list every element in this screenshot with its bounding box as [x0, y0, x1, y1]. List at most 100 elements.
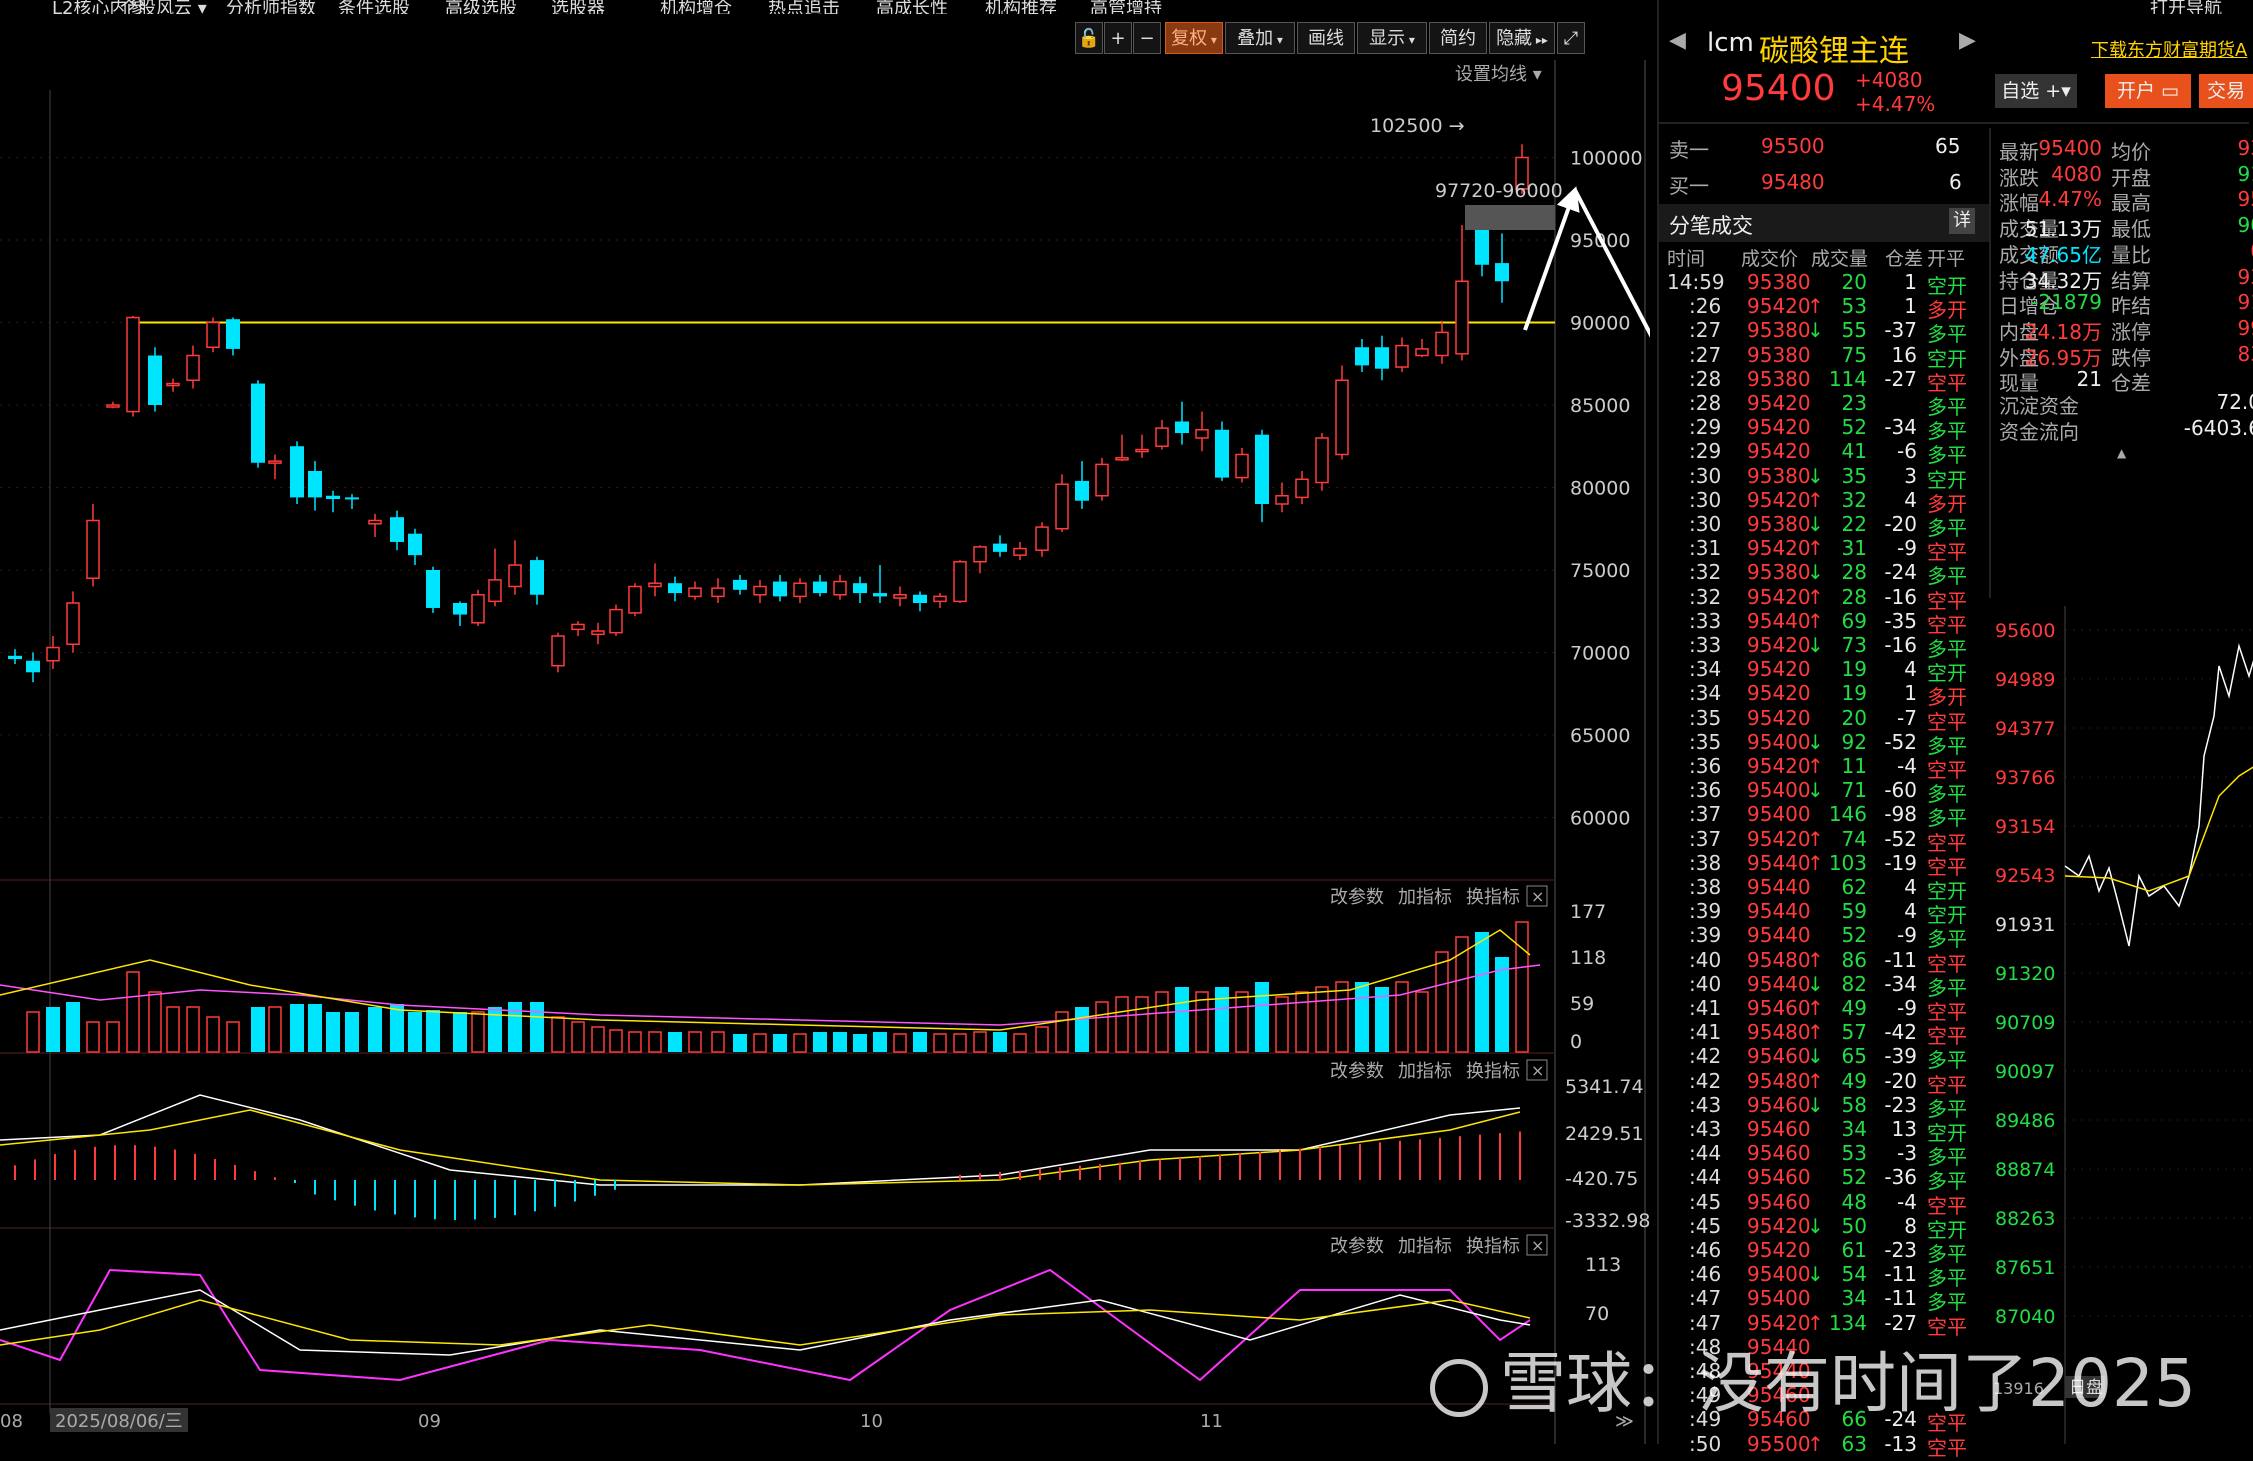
- candle-body: [268, 460, 282, 464]
- volume-bar: [1435, 951, 1449, 1053]
- stat-label: 外盘: [1999, 345, 2039, 370]
- tick-row: :29 95420 52 -34 多平: [1689, 415, 1967, 444]
- hide-button[interactable]: 隐藏 ▸▸: [1489, 22, 1555, 54]
- tick-header: 成交量: [1811, 248, 1869, 270]
- set-ma-button[interactable]: 设置均线 ▾: [1455, 64, 1542, 85]
- candle-body: [488, 579, 502, 603]
- divider: [1659, 122, 2249, 124]
- sell1-volume: 65: [1935, 134, 1961, 158]
- prev-symbol-icon[interactable]: ◀: [1669, 28, 1686, 53]
- tick-header: 仓差: [1885, 248, 1924, 270]
- top-menu-item[interactable]: 机构推荐: [985, 0, 1057, 14]
- top-menu-item[interactable]: 机构增仓: [660, 0, 732, 14]
- fullscreen-icon[interactable]: ⤢: [1557, 22, 1585, 54]
- top-menu-item[interactable]: 分析师指数: [226, 0, 316, 14]
- close-panel-icon[interactable]: [1526, 1234, 1548, 1256]
- watchlist-button[interactable]: 自选 +▾: [1995, 74, 2077, 108]
- candle-body: [753, 585, 767, 596]
- candle-body: [1415, 348, 1429, 357]
- close-panel-icon[interactable]: [1526, 1059, 1548, 1081]
- candle-body: [1435, 331, 1449, 357]
- panel-action-2[interactable]: 加指标: [1398, 1236, 1452, 1257]
- volume-bar: [933, 1033, 947, 1053]
- stat-value: 95: [2237, 187, 2253, 212]
- candle-body: [833, 580, 847, 596]
- volume-bar: [390, 1004, 404, 1052]
- intraday-axis-tick: 88263: [1995, 1208, 2055, 1230]
- top-menu-item[interactable]: 打开导航: [2150, 0, 2222, 14]
- volume-bar: [508, 1002, 522, 1052]
- volume-bar: [571, 1021, 585, 1053]
- volume-bar: [628, 1031, 642, 1053]
- volume-bar: [1355, 982, 1369, 1052]
- volume-bar: [1255, 982, 1269, 1052]
- zoom-out-button[interactable]: −: [1133, 22, 1161, 54]
- macd-axis-tick: -420.75: [1565, 1168, 1638, 1190]
- volume-bar: [1415, 991, 1429, 1053]
- intraday-chart[interactable]: 95600 94989 94377 93766 93154 92543 91931 91320…: [1989, 606, 2253, 1444]
- overlay-button[interactable]: 叠加 ▾: [1225, 22, 1295, 54]
- panel-action-3[interactable]: 换指标: [1466, 887, 1520, 908]
- candle-body: [1455, 280, 1469, 355]
- volume-bar: [471, 1011, 485, 1053]
- panel-action-2[interactable]: 加指标: [1398, 887, 1452, 908]
- tick-detail-button[interactable]: 详: [1949, 208, 1975, 234]
- fuquan-button[interactable]: 复权 ▾: [1165, 22, 1223, 54]
- top-menu-item[interactable]: L2核心内参: [52, 0, 146, 14]
- panel-action-1[interactable]: 改参数: [1330, 887, 1384, 908]
- simple-button[interactable]: 简约: [1429, 22, 1487, 54]
- open-account-button[interactable]: 开户 ▭: [2105, 74, 2191, 108]
- tick-row: :32 95420 ↑ 28 -16 空平: [1689, 584, 1967, 613]
- download-link[interactable]: 下载东方财富期货A: [2091, 40, 2248, 61]
- volume-bar: [873, 1032, 887, 1052]
- panel-action-1[interactable]: 改参数: [1330, 1236, 1384, 1257]
- collapse-handle-icon[interactable]: ▲: [2117, 446, 2127, 460]
- volume-bar: [1175, 987, 1189, 1052]
- candle-body: [290, 446, 304, 498]
- top-menu-item[interactable]: 热点追击: [768, 0, 840, 14]
- trade-button[interactable]: 交易: [2199, 74, 2253, 108]
- candle-body: [148, 355, 162, 405]
- volume-bar: [148, 991, 162, 1053]
- next-symbol-icon[interactable]: ▶: [1959, 28, 1976, 53]
- kline-chart[interactable]: 1000009500090000850008000075000700006500…: [0, 60, 1650, 1444]
- top-menu-item[interactable]: 高成长性: [876, 0, 948, 14]
- volume-bar: [1215, 987, 1229, 1052]
- panel-action-2[interactable]: 加指标: [1398, 1061, 1452, 1082]
- panel-action-3[interactable]: 换指标: [1466, 1236, 1520, 1257]
- volume-bar: [368, 1007, 382, 1052]
- volume-bar: [551, 1016, 565, 1053]
- volume-bar: [893, 1033, 907, 1053]
- volume-bar: [688, 1031, 702, 1053]
- tick-row: :33 95420 ↓ 73 -16 多平: [1689, 633, 1967, 661]
- volume-bar: [1013, 1033, 1027, 1053]
- display-button[interactable]: 显示 ▾: [1357, 22, 1427, 54]
- lock-icon[interactable]: 🔓: [1075, 22, 1103, 54]
- volume-axis-tick: 177: [1570, 901, 1606, 923]
- tick-row: :32 95380 ↓ 28 -24 多平: [1689, 560, 1967, 589]
- panel-action-1[interactable]: 改参数: [1330, 1061, 1384, 1082]
- top-menu-item[interactable]: 高级选股: [445, 0, 517, 14]
- top-menu-item[interactable]: 选股器: [551, 0, 605, 14]
- zoom-in-button[interactable]: +: [1104, 22, 1132, 54]
- tick-row: :47 95400 34 -11 多平: [1689, 1286, 1967, 1315]
- top-menu-item[interactable]: 条件选股: [338, 0, 410, 14]
- scroll-right-icon[interactable]: ≫: [1615, 1411, 1634, 1432]
- watermark-logo-icon: [1430, 1358, 1488, 1417]
- stat-label: 内盘: [1999, 319, 2039, 344]
- stat-label: 结算: [2111, 268, 2151, 293]
- tick-row: :44 95460 53 -3 多平: [1689, 1141, 1967, 1170]
- panel-action-3[interactable]: 换指标: [1466, 1061, 1520, 1082]
- top-menu-item[interactable]: 高管增持: [1090, 0, 1162, 14]
- stat-value: -21879: [2031, 290, 2102, 315]
- top-menu-item[interactable]: 个股风云 ▾: [120, 0, 207, 14]
- tick-row: :45 95460 48 -4 空平: [1689, 1189, 1967, 1218]
- kdj-axis-tick: 70: [1585, 1303, 1609, 1325]
- intraday-axis-tick: 90097: [1995, 1061, 2055, 1083]
- draw-line-button[interactable]: 画线: [1297, 22, 1355, 54]
- close-panel-icon[interactable]: [1526, 885, 1548, 907]
- candle-body: [993, 543, 1007, 552]
- volume-bar: [1135, 996, 1149, 1053]
- intraday-tab[interactable]: [2065, 1376, 2105, 1398]
- range-label: 97720-96000: [1435, 180, 1563, 202]
